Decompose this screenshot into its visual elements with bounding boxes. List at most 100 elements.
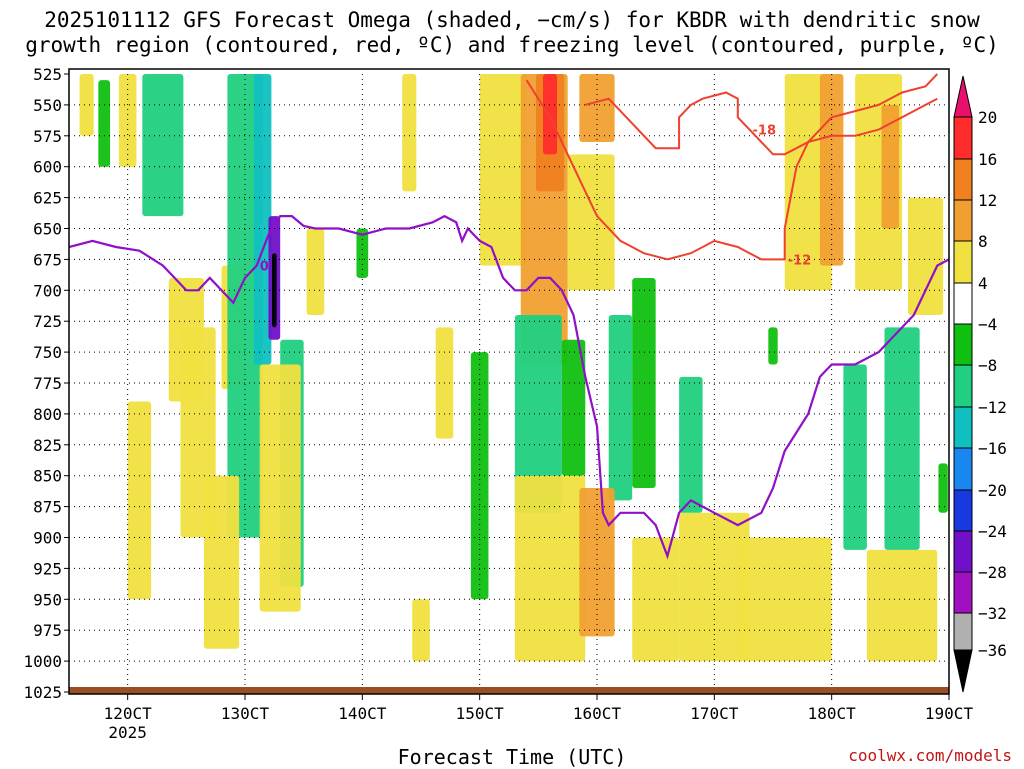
colorbar-segment xyxy=(953,364,973,408)
colorbar-segment xyxy=(953,158,973,201)
x-tick-label: 120CT xyxy=(104,704,153,723)
omega-cell xyxy=(142,74,184,217)
y-tick-label: 625 xyxy=(33,189,62,208)
colorbar-segment xyxy=(953,447,973,491)
y-tick-label: 1025 xyxy=(23,683,62,702)
omega-cell xyxy=(98,80,111,167)
x-tick-label: 140CT xyxy=(338,704,387,723)
colorbar-label: 12 xyxy=(978,191,997,210)
x-tick-label: 180CT xyxy=(808,704,857,723)
colorbar-segment xyxy=(953,489,973,532)
colorbar-arrow-top xyxy=(953,75,973,118)
omega-cell xyxy=(79,74,94,136)
omega-cell xyxy=(632,277,656,489)
contours: -12 -18 0 xyxy=(69,73,949,560)
y-tick-label: 525 xyxy=(33,65,62,84)
y-tick-label: 800 xyxy=(33,405,62,424)
colorbar-label: −16 xyxy=(978,439,1007,458)
omega-cell xyxy=(412,599,430,662)
omega-cell xyxy=(402,74,417,192)
colorbar-label: −28 xyxy=(978,563,1007,582)
omega-shading xyxy=(79,74,948,662)
x-tick-label: 160CT xyxy=(573,704,622,723)
omega-cell xyxy=(679,512,750,662)
omega-cell xyxy=(679,376,703,513)
colorbar-label: −8 xyxy=(978,356,997,375)
y-tick-label: 925 xyxy=(33,559,62,578)
x-axis-label: Forecast Time (UTC) xyxy=(397,745,627,769)
y-tick-label: 750 xyxy=(33,343,62,362)
colorbar-segment xyxy=(953,240,973,284)
y-tick-label: 1000 xyxy=(23,652,62,671)
colorbar-segment xyxy=(953,406,973,449)
omega-cell xyxy=(259,364,301,612)
omega-cell xyxy=(579,74,615,142)
colorbar-label: −24 xyxy=(978,522,1007,541)
y-tick-label: 975 xyxy=(33,621,62,640)
omega-cell xyxy=(567,154,615,291)
omega-cell xyxy=(579,488,615,637)
colorbar-label: 20 xyxy=(978,108,997,127)
x-tick-label: 130CT xyxy=(221,704,270,723)
y-tick-label: 850 xyxy=(33,467,62,486)
omega-cell xyxy=(118,74,137,167)
colorbar-segment xyxy=(953,116,973,160)
dgz-contour xyxy=(585,91,938,156)
colorbar-label: −20 xyxy=(978,481,1007,500)
omega-cell xyxy=(127,401,152,600)
omega-cell xyxy=(253,74,272,365)
y-tick-label: 600 xyxy=(33,158,62,177)
colorbar-segment xyxy=(953,199,973,242)
colorbar-label: 16 xyxy=(978,150,997,169)
omega-cell xyxy=(514,475,586,662)
y-axis: 525 550 575 600 625 650 675 700 725 750 775 800 825 8… xyxy=(23,65,69,702)
y-tick-label: 650 xyxy=(33,220,62,239)
y-tick-label: 950 xyxy=(33,590,62,609)
plot-frame xyxy=(68,68,950,695)
colorbar-label: −4 xyxy=(978,315,997,334)
colorbar-label: 4 xyxy=(978,274,988,293)
omega-cell xyxy=(203,475,240,649)
y-tick-label: 700 xyxy=(33,281,62,300)
y-tick-label: 825 xyxy=(33,436,62,455)
colorbar-arrow-bottom xyxy=(953,649,973,693)
freezing-level-contour xyxy=(69,214,949,560)
colorbar-label: −12 xyxy=(978,398,1007,417)
omega-cell xyxy=(866,549,938,662)
omega-cell xyxy=(306,228,325,316)
omega-cell xyxy=(514,315,562,513)
omega-cell xyxy=(543,74,558,155)
y-tick-label: 575 xyxy=(33,127,62,146)
omega-cell xyxy=(907,197,944,316)
y-tick-label: 550 xyxy=(33,96,62,115)
colorbar-segment xyxy=(953,571,973,614)
omega-cell xyxy=(843,364,867,550)
dgz-contour-label: -18 xyxy=(753,124,777,139)
colorbar-label: 8 xyxy=(978,232,988,251)
y-tick-label: 775 xyxy=(33,374,62,393)
dgz-contour-label: -12 xyxy=(788,253,812,268)
x-tick-label: 170CT xyxy=(690,704,739,723)
colorbar-segment xyxy=(953,530,973,573)
colorbar-segment xyxy=(953,282,973,325)
colorbar-segment xyxy=(953,323,973,366)
x-tick-label: 150CT xyxy=(456,704,505,723)
colorbar-label: −32 xyxy=(978,604,1007,623)
colorbar-label: −36 xyxy=(978,641,1007,660)
omega-cell xyxy=(632,537,680,662)
chart-title-line2: growth region (contoured, red, ºC) and f… xyxy=(25,33,999,57)
omega-cell xyxy=(884,327,920,550)
dgz-contour xyxy=(525,73,939,261)
y-tick-label: 900 xyxy=(33,529,62,548)
colorbar: 20 16 12 8 4 −4 −8 −12 −16 −20 −24 −28 −32 −36 xyxy=(953,75,1007,693)
credit-text[interactable]: coolwx.com/models xyxy=(848,746,1012,765)
omega-cell xyxy=(479,74,527,266)
omega-cell xyxy=(356,228,369,278)
freezing-level-label: 0 xyxy=(260,260,269,275)
ground-terrain xyxy=(69,687,949,694)
omega-cell xyxy=(608,315,633,501)
x-tick-year-label: 2025 xyxy=(108,723,147,742)
chart-title-line1: 2025101112 GFS Forecast Omega (shaded, −… xyxy=(44,8,980,32)
